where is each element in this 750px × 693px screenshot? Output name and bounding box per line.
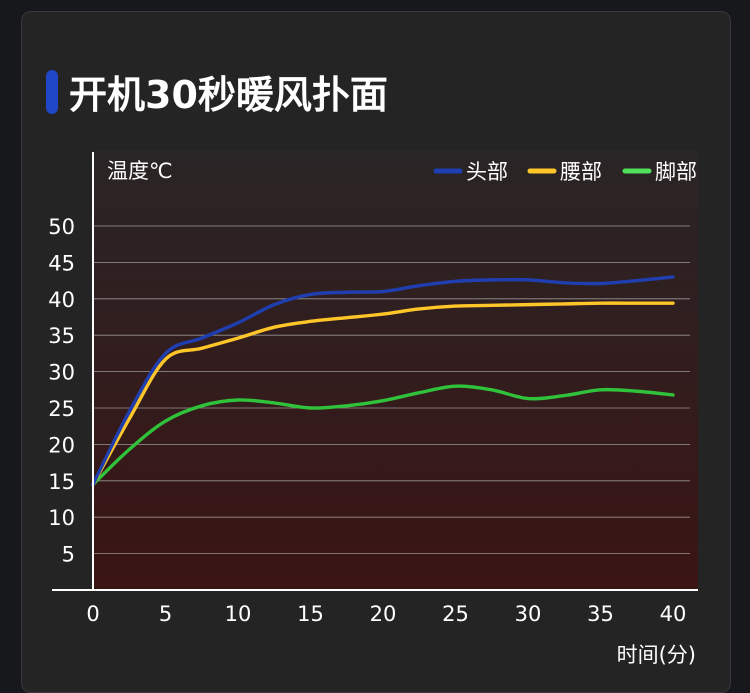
tick-labels: 5 10 15 20 25 30 35 40 45 50 0 5 10 15 20 25 30 35 40 [48, 215, 686, 626]
x-tick-label: 15 [297, 602, 324, 626]
x-tick-label: 5 [159, 602, 172, 626]
x-tick-label: 25 [442, 602, 469, 626]
y-tick-label: 45 [48, 251, 75, 275]
legend-label: 脚部 [655, 160, 697, 184]
axes [52, 152, 698, 591]
legend-item-waist: 腰部 [527, 160, 602, 184]
chart-title: 开机30秒暖风扑面 [69, 73, 388, 117]
y-axis-label: 温度℃ [107, 159, 173, 183]
y-tick-label: 30 [48, 361, 75, 385]
x-tick-label: 40 [660, 602, 687, 626]
y-tick-label: 10 [48, 506, 75, 530]
series-line-waist [91, 301, 675, 487]
series-line-head [91, 275, 675, 487]
y-tick-label: 15 [48, 470, 75, 494]
series-lines [91, 275, 675, 487]
title-accent-bar [46, 70, 58, 114]
x-tick-label: 35 [587, 602, 614, 626]
x-tick-label: 10 [225, 602, 252, 626]
x-axis-label: 时间(分) [617, 643, 696, 667]
legend-item-head: 头部 [433, 160, 508, 184]
legend: 头部 腰部 脚部 [433, 160, 697, 184]
x-tick-label: 20 [370, 602, 397, 626]
y-tick-label: 50 [48, 215, 75, 239]
series-line-feet [91, 384, 675, 487]
plot-background [93, 150, 698, 590]
line-chart: 5 10 15 20 25 30 35 40 45 50 0 5 10 15 20 25 30 35 40 头部 腰部… [48, 150, 698, 667]
x-tick-label: 30 [515, 602, 542, 626]
x-tick-label: 0 [86, 602, 99, 626]
y-tick-label: 5 [62, 543, 75, 567]
y-tick-label: 20 [48, 433, 75, 457]
y-tick-label: 40 [48, 288, 75, 312]
y-tick-label: 25 [48, 397, 75, 421]
legend-label: 腰部 [560, 160, 602, 184]
legend-item-feet: 脚部 [622, 160, 697, 184]
y-tick-label: 35 [48, 324, 75, 348]
legend-label: 头部 [466, 160, 508, 184]
grid-lines [93, 225, 690, 554]
